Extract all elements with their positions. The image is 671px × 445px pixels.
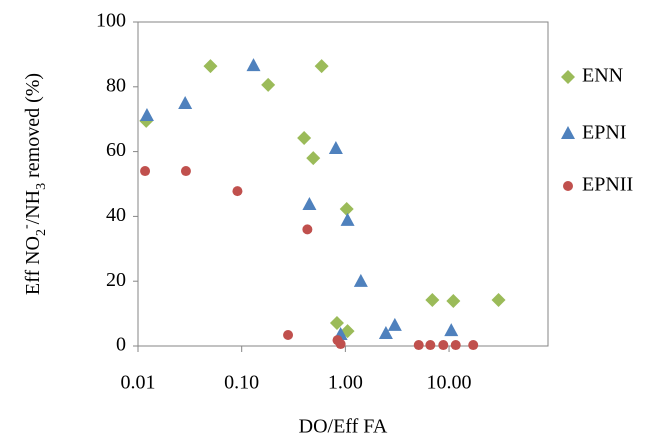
circle-marker — [180, 166, 191, 177]
circle-marker — [468, 340, 479, 351]
x-tick-label: 10.00 — [427, 372, 472, 394]
legend-label: EPNI — [582, 122, 626, 144]
diamond-marker — [297, 130, 312, 145]
y-axis-label-part: 2 — [34, 229, 49, 236]
triangle-marker — [178, 95, 193, 109]
y-axis-label-part: 3 — [34, 183, 49, 190]
y-tick-label: 60 — [106, 139, 126, 161]
triangle-marker — [378, 326, 393, 340]
diamond-marker — [561, 70, 575, 84]
y-tick-label: 100 — [96, 10, 126, 32]
circle-marker — [232, 186, 243, 197]
triangle-marker — [246, 58, 261, 72]
diamond-marker — [329, 315, 344, 330]
legend-label: ENN — [582, 65, 623, 87]
y-tick-label: 0 — [116, 334, 126, 356]
circle-marker — [450, 340, 461, 351]
circle-marker — [425, 340, 436, 351]
x-tick-label: 0.01 — [121, 372, 156, 394]
diamond-marker — [314, 59, 329, 74]
legend-label: EPNII — [582, 174, 633, 196]
diamond-marker — [203, 59, 218, 74]
y-tick-label: 40 — [106, 204, 126, 226]
triangle-marker — [139, 107, 154, 121]
triangle-marker — [444, 323, 459, 337]
diamond-marker — [446, 293, 461, 308]
triangle-marker — [387, 317, 402, 331]
y-axis-label-part: /NH — [22, 190, 44, 224]
triangle-marker — [328, 141, 343, 155]
triangle-marker — [302, 197, 317, 211]
circle-marker — [563, 181, 573, 191]
x-axis-label: DO/Eff FA — [299, 416, 388, 438]
x-tick-label: 0.10 — [224, 372, 259, 394]
diamond-marker — [339, 201, 354, 216]
triangle-marker — [353, 273, 368, 287]
circle-marker — [438, 340, 449, 351]
diamond-marker — [261, 77, 276, 92]
y-tick-label: 20 — [106, 269, 126, 291]
plot-frame — [137, 21, 549, 347]
diamond-marker — [491, 292, 506, 307]
circle-marker — [140, 166, 151, 177]
y-axis-label-part: removed (%) — [22, 73, 44, 183]
y-axis-label: Eff NO2-/NH3 removed (%) — [19, 73, 49, 295]
triangle-marker — [561, 126, 575, 139]
diamond-marker — [306, 151, 321, 166]
circle-marker — [302, 224, 313, 235]
circle-marker — [413, 340, 424, 351]
y-axis-label-part: - — [19, 224, 34, 229]
triangle-marker — [340, 212, 355, 226]
circle-marker — [335, 339, 346, 350]
circle-marker — [283, 329, 294, 340]
x-tick-label: 1.00 — [328, 372, 363, 394]
y-tick-label: 80 — [106, 74, 126, 96]
y-axis-label-part: Eff NO — [22, 236, 44, 295]
diamond-marker — [425, 292, 440, 307]
